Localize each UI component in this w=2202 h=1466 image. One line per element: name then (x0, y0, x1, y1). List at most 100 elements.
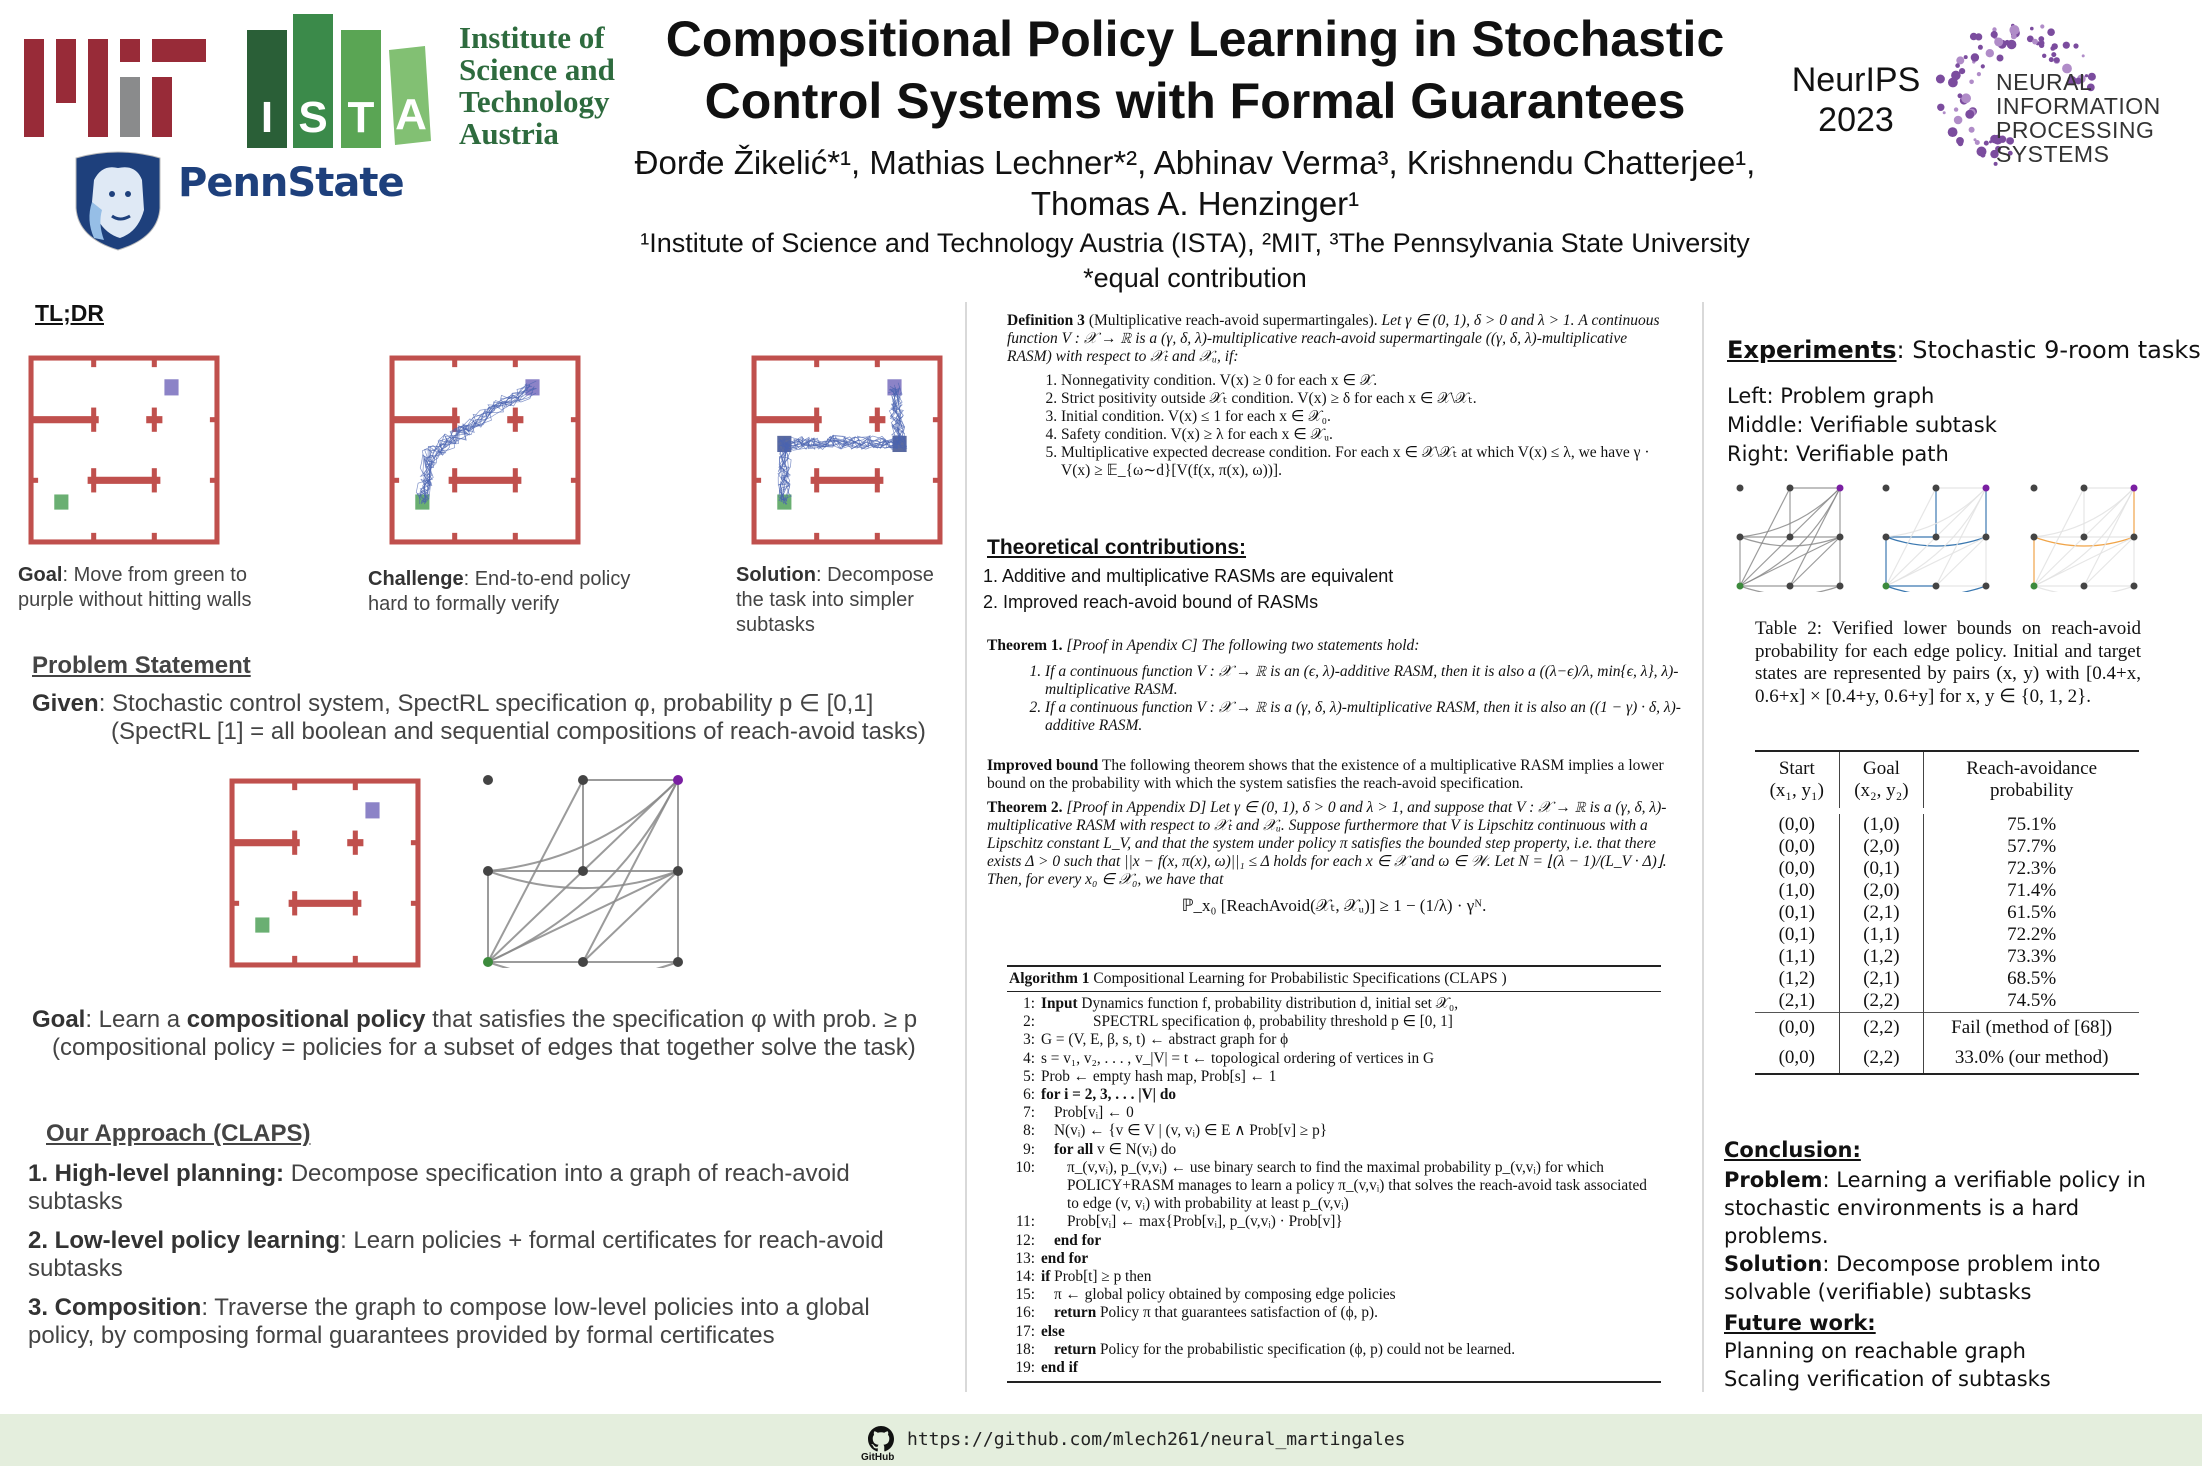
ista-text-line: Science and (459, 52, 615, 87)
graph-node (1836, 533, 1844, 541)
graph-node (483, 775, 493, 785)
trajectory (420, 384, 531, 503)
github-icon[interactable] (868, 1426, 894, 1452)
algorithm-line-body: return Policy for the probabilistic spec… (1041, 1341, 1515, 1359)
algorithm-line-body: SPECTRL specification ϕ, probability thr… (1041, 1013, 1453, 1031)
neurips-dot (2087, 72, 2096, 81)
neurips-dot (1937, 103, 1945, 112)
panel-label: Right: Verifiable path (1727, 442, 1949, 466)
neurips-dot (2030, 26, 2034, 31)
approach-item-text: : Learn policies + formal certificates f… (28, 1227, 884, 1282)
neurips-dot (2054, 57, 2058, 62)
mit-logo (24, 39, 206, 137)
algorithm-line-body: Input Dynamics function f, probability d… (1041, 995, 1458, 1013)
trajectory (780, 389, 903, 501)
table-cell: (0,0) (1755, 836, 1840, 858)
conclusion-item: Solution: Decompose problem into solvabl… (1724, 1250, 2164, 1306)
caption-bold: Goal (18, 564, 63, 586)
table-row: (0,0) (1,0) 75.1% (1755, 811, 2139, 836)
trajectory (421, 383, 528, 501)
authors-line: Thomas A. Henzinger¹ (1030, 185, 1360, 222)
conclusion-text: : Decompose problem into solvable (verif… (1724, 1252, 2101, 1304)
algorithm-line: 15: π ← global policy obtained by composi… (1007, 1286, 1661, 1304)
contribution-item: 1. Additive and multiplicative RASMs are… (983, 566, 1394, 586)
graph-edge (2033, 585, 2135, 592)
graph-node (1882, 533, 1890, 541)
start-region (255, 917, 270, 933)
neurips-dot (1976, 146, 1987, 157)
algorithm-line-body: π ← global policy obtained by composing … (1041, 1286, 1396, 1304)
neurips-dot (1973, 138, 1977, 142)
graph-node (673, 957, 683, 967)
line-number: 14: (1015, 1268, 1035, 1286)
neurips-dot (2062, 63, 2072, 74)
neurips-dot (2008, 42, 2015, 49)
table-cell: (0,1) (1839, 858, 1925, 880)
conclusion-bold: Solution (1724, 1252, 1823, 1276)
table-cell: 71.4% (2007, 880, 2057, 901)
graph-edge (1739, 585, 1841, 592)
tldr-caption-goal: Goal: Move from green to purple without … (18, 563, 288, 613)
given-note: (SpectRL [1] = all boolean and sequentia… (111, 718, 926, 745)
algorithm-text: Policy π that guarantees satisfaction of… (1096, 1304, 1378, 1322)
line-number: 17: (1015, 1322, 1035, 1340)
table-caption: Table 2: Verified lower bounds on reach-… (1755, 618, 2141, 707)
algorithm-text: N(vᵢ) ← {v ∈ V | (v, vᵢ) ∈ E ∧ Prob[v] ≥… (1054, 1122, 1328, 1140)
algorithm-line: 5: Prob ← empty hash map, Prob[s] ← 1 (1007, 1068, 1661, 1086)
graph-edge (1885, 585, 1987, 592)
graph-edge (1739, 536, 1791, 587)
table-cell: 75.1% (2007, 814, 2057, 835)
algorithm-text: Prob ← empty hash map, Prob[s] ← 1 (1041, 1067, 1277, 1085)
table-cell: (1,2) (1839, 946, 1925, 968)
definition-condition: Initial condition. V(x) ≤ 1 for each x ∈… (1061, 408, 1667, 426)
neurips-dot (1961, 93, 1971, 104)
caption-text: : Move from green to purple without hitt… (18, 564, 252, 611)
table-cell: (1,0) (1755, 880, 1840, 902)
neurips-dot (1953, 107, 1959, 112)
approach-heading: Our Approach (CLAPS) (46, 1120, 311, 1147)
neurips-dot (2007, 150, 2013, 156)
algorithm-line: 2: SPECTRL specification ϕ, probability t… (1007, 1013, 1661, 1031)
neurips-dot (2074, 77, 2082, 85)
table-cell: 72.2% (2007, 924, 2057, 945)
algorithm-text: Policy for the probabilistic specificati… (1096, 1340, 1516, 1358)
given-text: : Stochastic control system, SpectRL spe… (98, 690, 874, 717)
trajectory (778, 388, 905, 501)
algorithm-line: 16: return Policy π that guarantees satis… (1007, 1304, 1661, 1322)
table-header-row: Start (x₁, y₁) Goal (x₂, y₂) Reach-avoidance… (1755, 751, 2139, 811)
neurips-dot (2006, 137, 2014, 145)
footer-bar: GitHub https://github.com/mlech261/neura… (0, 1414, 2202, 1466)
theorem-formula: ℙ_x₀ [ReachAvoid(𝒳ₜ, 𝒳ᵤ)] ≥ 1 − (1/λ) · … (1181, 896, 1487, 915)
approach-item-bold: 1. High-level planning: (28, 1160, 285, 1187)
neurips-dot (1983, 140, 1989, 146)
pennstate-wordmark: PennState (178, 160, 405, 206)
caption-bold: Solution (736, 564, 816, 586)
neurips-logo-dots (1935, 23, 2096, 166)
graph-edge (487, 779, 584, 963)
contributions-heading: Theoretical contributions: (987, 536, 1247, 559)
algorithm-keyword: else (1041, 1322, 1065, 1340)
repository-link[interactable]: https://github.com/mlech261/neural_marti… (907, 1429, 1406, 1450)
algorithm-line-body: Prob ← empty hash map, Prob[s] ← 1 (1041, 1068, 1276, 1086)
table-row: (1,0) (2,0) 71.4% (1755, 880, 2139, 902)
algorithm-line: 13: end for (1007, 1250, 1661, 1268)
table-cell: 72.3% (2007, 858, 2057, 879)
neurips-dot (1980, 64, 1985, 69)
table-header-cell: Goal (x₂, y₂) (1839, 751, 1925, 811)
header-line: Start (1778, 758, 1815, 779)
algorithm-line-body: end if (1041, 1359, 1078, 1377)
algorithm-line-body: end for (1041, 1250, 1088, 1268)
neurips-dot (1990, 30, 1998, 39)
approach-item-bold: 3. Composition (28, 1294, 202, 1321)
graph-edge (2033, 536, 2135, 547)
results-table: Start (x₁, y₁) Goal (x₂, y₂) Reach-avoidance… (1755, 750, 2139, 1075)
table-row: (0,0) (0,1) 72.3% (1755, 858, 2139, 880)
maze-solution-figure (751, 355, 943, 545)
neurips-dot (1968, 126, 1975, 133)
neurips-year: NeurIPS 2023 (1786, 60, 1926, 140)
theorem-text: [Proof in Appendix D] Let γ ∈ (0, 1), δ … (987, 799, 1667, 888)
graph-edge (1789, 536, 1841, 587)
graph-node (2080, 533, 2088, 541)
graph-node (2130, 533, 2138, 541)
table-row: (0,0) (2,0) 57.7% (1755, 836, 2139, 858)
